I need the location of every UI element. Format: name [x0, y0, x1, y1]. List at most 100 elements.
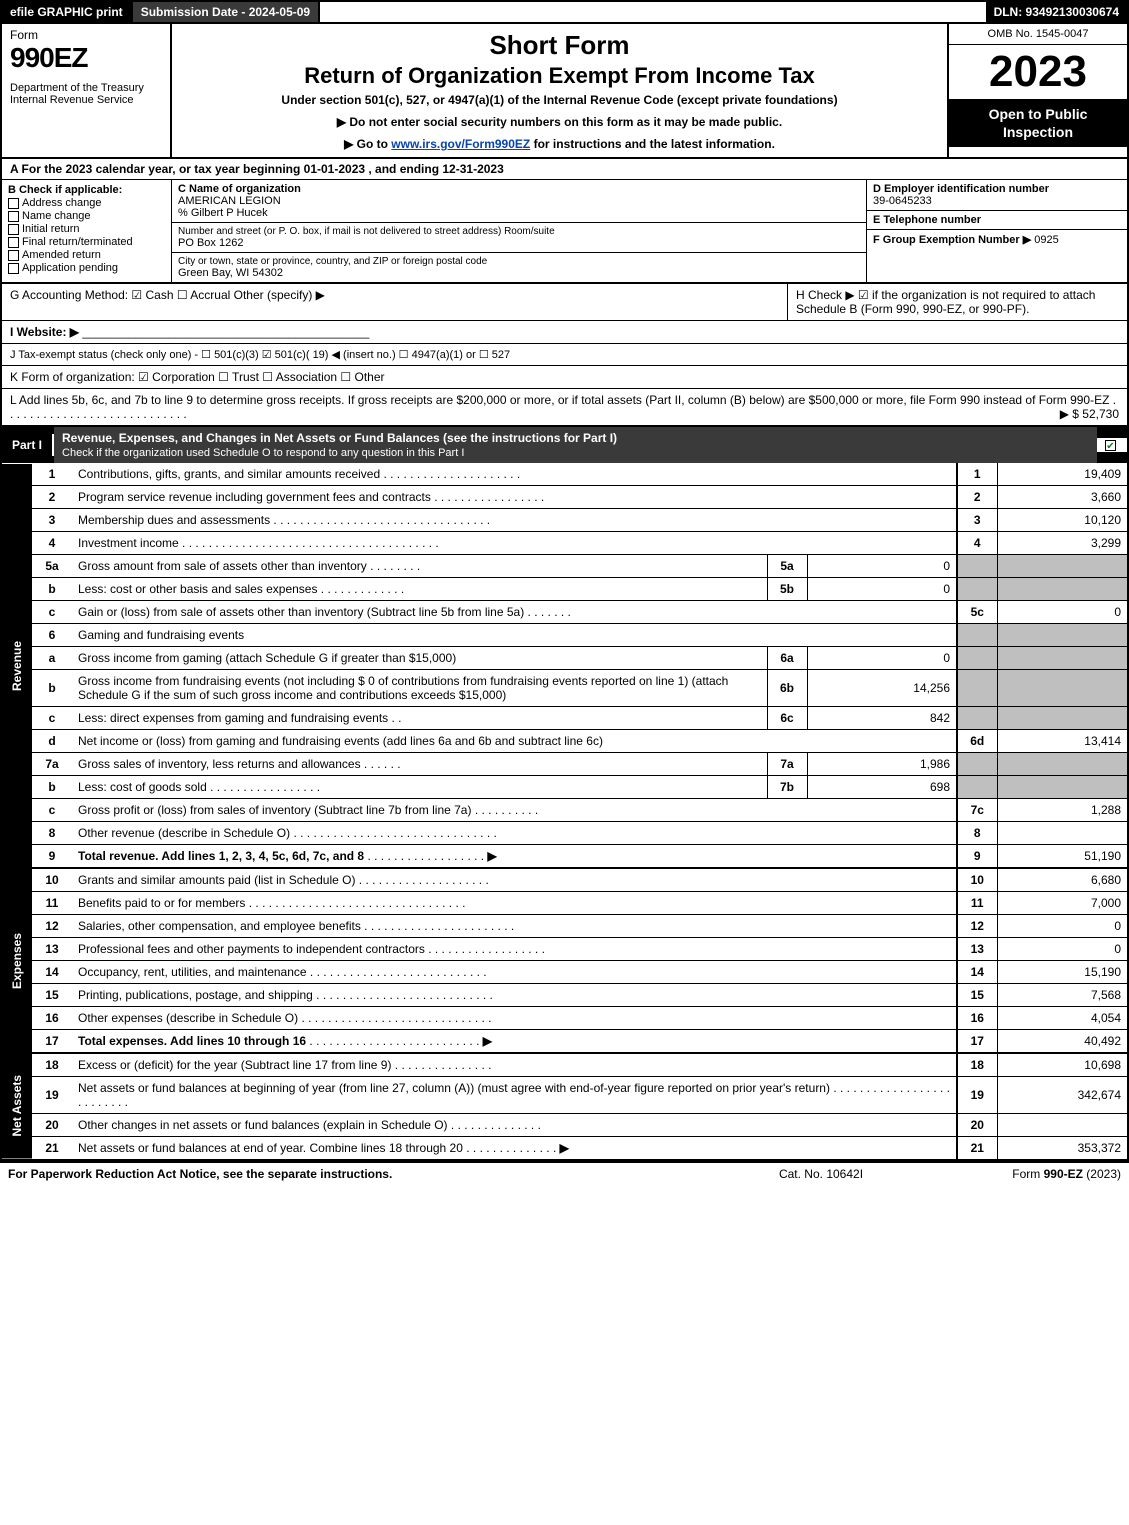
notice-ssn: ▶ Do not enter social security numbers o… [182, 115, 937, 129]
l20-val [997, 1114, 1127, 1137]
form-label: Form [10, 28, 162, 42]
l5a-val: 0 [807, 555, 957, 578]
header-left: Form 990EZ Department of the Treasury In… [2, 24, 172, 157]
cb-amended-return[interactable]: Amended return [8, 249, 165, 261]
d-val: 39-0645233 [873, 195, 1121, 207]
header-right: OMB No. 1545-0047 2023 Open to Public In… [947, 24, 1127, 157]
l6a-desc: Gross income from gaming (attach Schedul… [72, 647, 767, 670]
cb-final-return[interactable]: Final return/terminated [8, 236, 165, 248]
l6c-val: 842 [807, 707, 957, 730]
l7a-val: 1,986 [807, 753, 957, 776]
l14-val: 15,190 [997, 961, 1127, 984]
form-header: Form 990EZ Department of the Treasury In… [2, 24, 1127, 159]
c-care: % Gilbert P Hucek [178, 207, 860, 219]
l17-val: 40,492 [997, 1030, 1127, 1054]
line-l: L Add lines 5b, 6c, and 7b to line 9 to … [2, 389, 1127, 427]
l4-val: 3,299 [997, 532, 1127, 555]
k-form-org: K Form of organization: ☑ Corporation ☐ … [2, 366, 1127, 389]
tax-year: 2023 [949, 45, 1127, 99]
top-bar: efile GRAPHIC print Submission Date - 20… [2, 2, 1127, 24]
d-label: D Employer identification number [873, 183, 1121, 195]
part-1-checkbox[interactable] [1097, 438, 1127, 452]
l5c-val: 0 [997, 601, 1127, 624]
l1-num: 1 [32, 463, 72, 486]
j-tax-exempt: J Tax-exempt status (check only one) - ☐… [2, 344, 1127, 366]
l6b-desc: Gross income from fundraising events (no… [72, 670, 767, 707]
h-check: H Check ▶ ☑ if the organization is not r… [787, 284, 1127, 320]
form-number: 990EZ [10, 42, 162, 74]
c-street: Number and street (or P. O. box, if mail… [172, 223, 866, 253]
block-bcdef: B Check if applicable: Address change Na… [2, 180, 1127, 284]
f-group: F Group Exemption Number ▶ 0925 [867, 230, 1127, 249]
l-text: L Add lines 5b, 6c, and 7b to line 9 to … [10, 393, 1109, 407]
g-accounting: G Accounting Method: ☑ Cash ☐ Accrual Ot… [2, 284, 787, 320]
c-name-label: C Name of organization [178, 183, 860, 195]
notice-post: for instructions and the latest informat… [530, 137, 775, 151]
part-1-title: Revenue, Expenses, and Changes in Net As… [54, 427, 1097, 463]
department: Department of the Treasury Internal Reve… [10, 82, 162, 106]
l1-ln: 1 [957, 463, 997, 486]
i-website: I Website: ▶ ___________________________… [2, 321, 1127, 344]
col-def: D Employer identification number 39-0645… [867, 180, 1127, 282]
c-name: C Name of organization AMERICAN LEGION %… [172, 180, 866, 223]
header-middle: Short Form Return of Organization Exempt… [172, 24, 947, 157]
l6d-desc: Net income or (loss) from gaming and fun… [72, 730, 957, 753]
side-revenue: Revenue [2, 463, 32, 868]
l6a-val: 0 [807, 647, 957, 670]
footer-right: Form 990-EZ (2023) [921, 1167, 1121, 1181]
c-name-val: AMERICAN LEGION [178, 195, 860, 207]
irs-link[interactable]: www.irs.gov/Form990EZ [391, 137, 530, 151]
form-page: efile GRAPHIC print Submission Date - 20… [0, 0, 1129, 1162]
l2-num: 2 [32, 486, 72, 509]
footer-center: Cat. No. 10642I [721, 1167, 921, 1181]
page-footer: For Paperwork Reduction Act Notice, see … [0, 1162, 1129, 1185]
lines-table: Revenue 1Contributions, gifts, grants, a… [2, 463, 1127, 1160]
cb-application-pending[interactable]: Application pending [8, 262, 165, 274]
block-gh: G Accounting Method: ☑ Cash ☐ Accrual Ot… [2, 284, 1127, 321]
submission-date: Submission Date - 2024-05-09 [133, 2, 320, 22]
d-ein: D Employer identification number 39-0645… [867, 180, 1127, 211]
notice-pre: ▶ Go to [344, 137, 391, 151]
l19-val: 342,674 [997, 1077, 1127, 1114]
c-street-val: PO Box 1262 [178, 237, 860, 249]
efile-link[interactable]: efile GRAPHIC print [2, 2, 133, 22]
open-to-public: Open to Public Inspection [949, 99, 1127, 147]
part-1-header: Part I Revenue, Expenses, and Changes in… [2, 427, 1127, 463]
title-short-form: Short Form [182, 30, 937, 61]
e-label: E Telephone number [873, 214, 1121, 226]
omb-number: OMB No. 1545-0047 [949, 24, 1127, 45]
cb-name-change[interactable]: Name change [8, 210, 165, 222]
l1-val: 19,409 [997, 463, 1127, 486]
cb-initial-return[interactable]: Initial return [8, 223, 165, 235]
l5b-val: 0 [807, 578, 957, 601]
c-street-label: Number and street (or P. O. box, if mail… [178, 226, 860, 237]
l13-val: 0 [997, 938, 1127, 961]
e-phone: E Telephone number [867, 211, 1127, 230]
l11-val: 7,000 [997, 892, 1127, 915]
part-1-tag: Part I [2, 434, 54, 456]
l-amount: ▶ $ 52,730 [1060, 407, 1119, 421]
c-city-label: City or town, state or province, country… [178, 256, 860, 267]
b-label: B Check if applicable: [8, 184, 165, 196]
l6b-val: 14,256 [807, 670, 957, 707]
line-a: A For the 2023 calendar year, or tax yea… [2, 159, 1127, 180]
cb-address-change[interactable]: Address change [8, 197, 165, 209]
col-c: C Name of organization AMERICAN LEGION %… [172, 180, 867, 282]
l8-val [997, 822, 1127, 845]
l6-desc: Gaming and fundraising events [72, 624, 957, 647]
col-b: B Check if applicable: Address change Na… [2, 180, 172, 282]
dln: DLN: 93492130030674 [986, 2, 1127, 22]
side-netassets: Net Assets [2, 1053, 32, 1160]
l12-val: 0 [997, 915, 1127, 938]
notice-goto: ▶ Go to www.irs.gov/Form990EZ for instru… [182, 137, 937, 151]
l9-val: 51,190 [997, 845, 1127, 869]
l16-val: 4,054 [997, 1007, 1127, 1030]
l7b-val: 698 [807, 776, 957, 799]
l3-val: 10,120 [997, 509, 1127, 532]
l7c-val: 1,288 [997, 799, 1127, 822]
l18-val: 10,698 [997, 1053, 1127, 1077]
f-val: 0925 [1034, 234, 1058, 246]
c-city: City or town, state or province, country… [172, 253, 866, 282]
l6d-val: 13,414 [997, 730, 1127, 753]
title-return: Return of Organization Exempt From Incom… [182, 63, 937, 89]
